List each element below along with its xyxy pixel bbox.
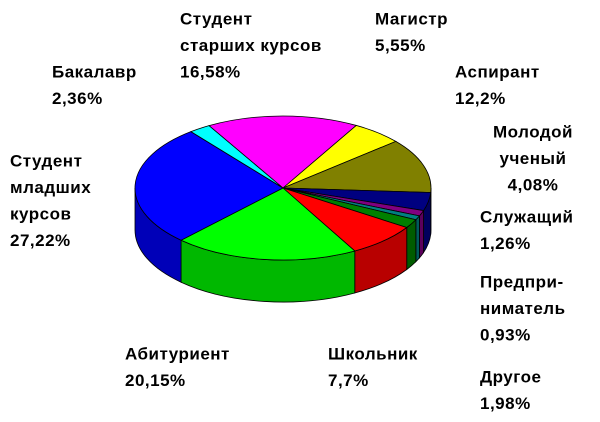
pie-slice xyxy=(208,115,358,189)
slice-label: Служащий xyxy=(480,207,573,226)
value-label: 4,08% xyxy=(508,175,559,194)
slice-label: Студент xyxy=(180,9,252,28)
pie-side xyxy=(419,209,424,259)
value-label: 0,93% xyxy=(480,325,531,344)
value-label: 27,22% xyxy=(10,231,71,250)
pie-slice xyxy=(189,125,284,189)
slice-label: Школьник xyxy=(328,344,418,363)
value-label: 1,98% xyxy=(480,394,531,413)
value-label: 16,58% xyxy=(180,62,241,81)
slice-label: ученый xyxy=(499,149,566,168)
slice-label: ниматель xyxy=(480,299,566,318)
slice-label: курсов xyxy=(10,204,71,223)
slice-label: Абитуриент xyxy=(125,344,230,363)
pie-slice xyxy=(282,140,432,193)
slice-label: Молодой xyxy=(493,122,573,141)
slice-label: Другое xyxy=(480,367,541,386)
value-label: 2,36% xyxy=(52,89,103,108)
value-label: 7,7% xyxy=(328,371,369,390)
value-label: 5,55% xyxy=(375,36,426,55)
slice-label: Студент xyxy=(10,151,82,170)
pie-slice xyxy=(134,131,284,241)
pie-slice xyxy=(180,187,356,261)
slice-label: старших курсов xyxy=(180,36,322,55)
slice-label: Бакалавр xyxy=(52,62,137,81)
slice-label: Магистр xyxy=(375,9,448,28)
pie-side xyxy=(415,214,420,263)
value-label: 1,26% xyxy=(480,234,531,253)
value-label: 12,2% xyxy=(455,89,506,108)
pie-side xyxy=(406,218,417,271)
slice-label: Аспирант xyxy=(455,62,540,81)
slice-label: Предпри- xyxy=(480,272,564,291)
slice-label: младших xyxy=(10,178,91,197)
value-label: 20,15% xyxy=(125,371,186,390)
